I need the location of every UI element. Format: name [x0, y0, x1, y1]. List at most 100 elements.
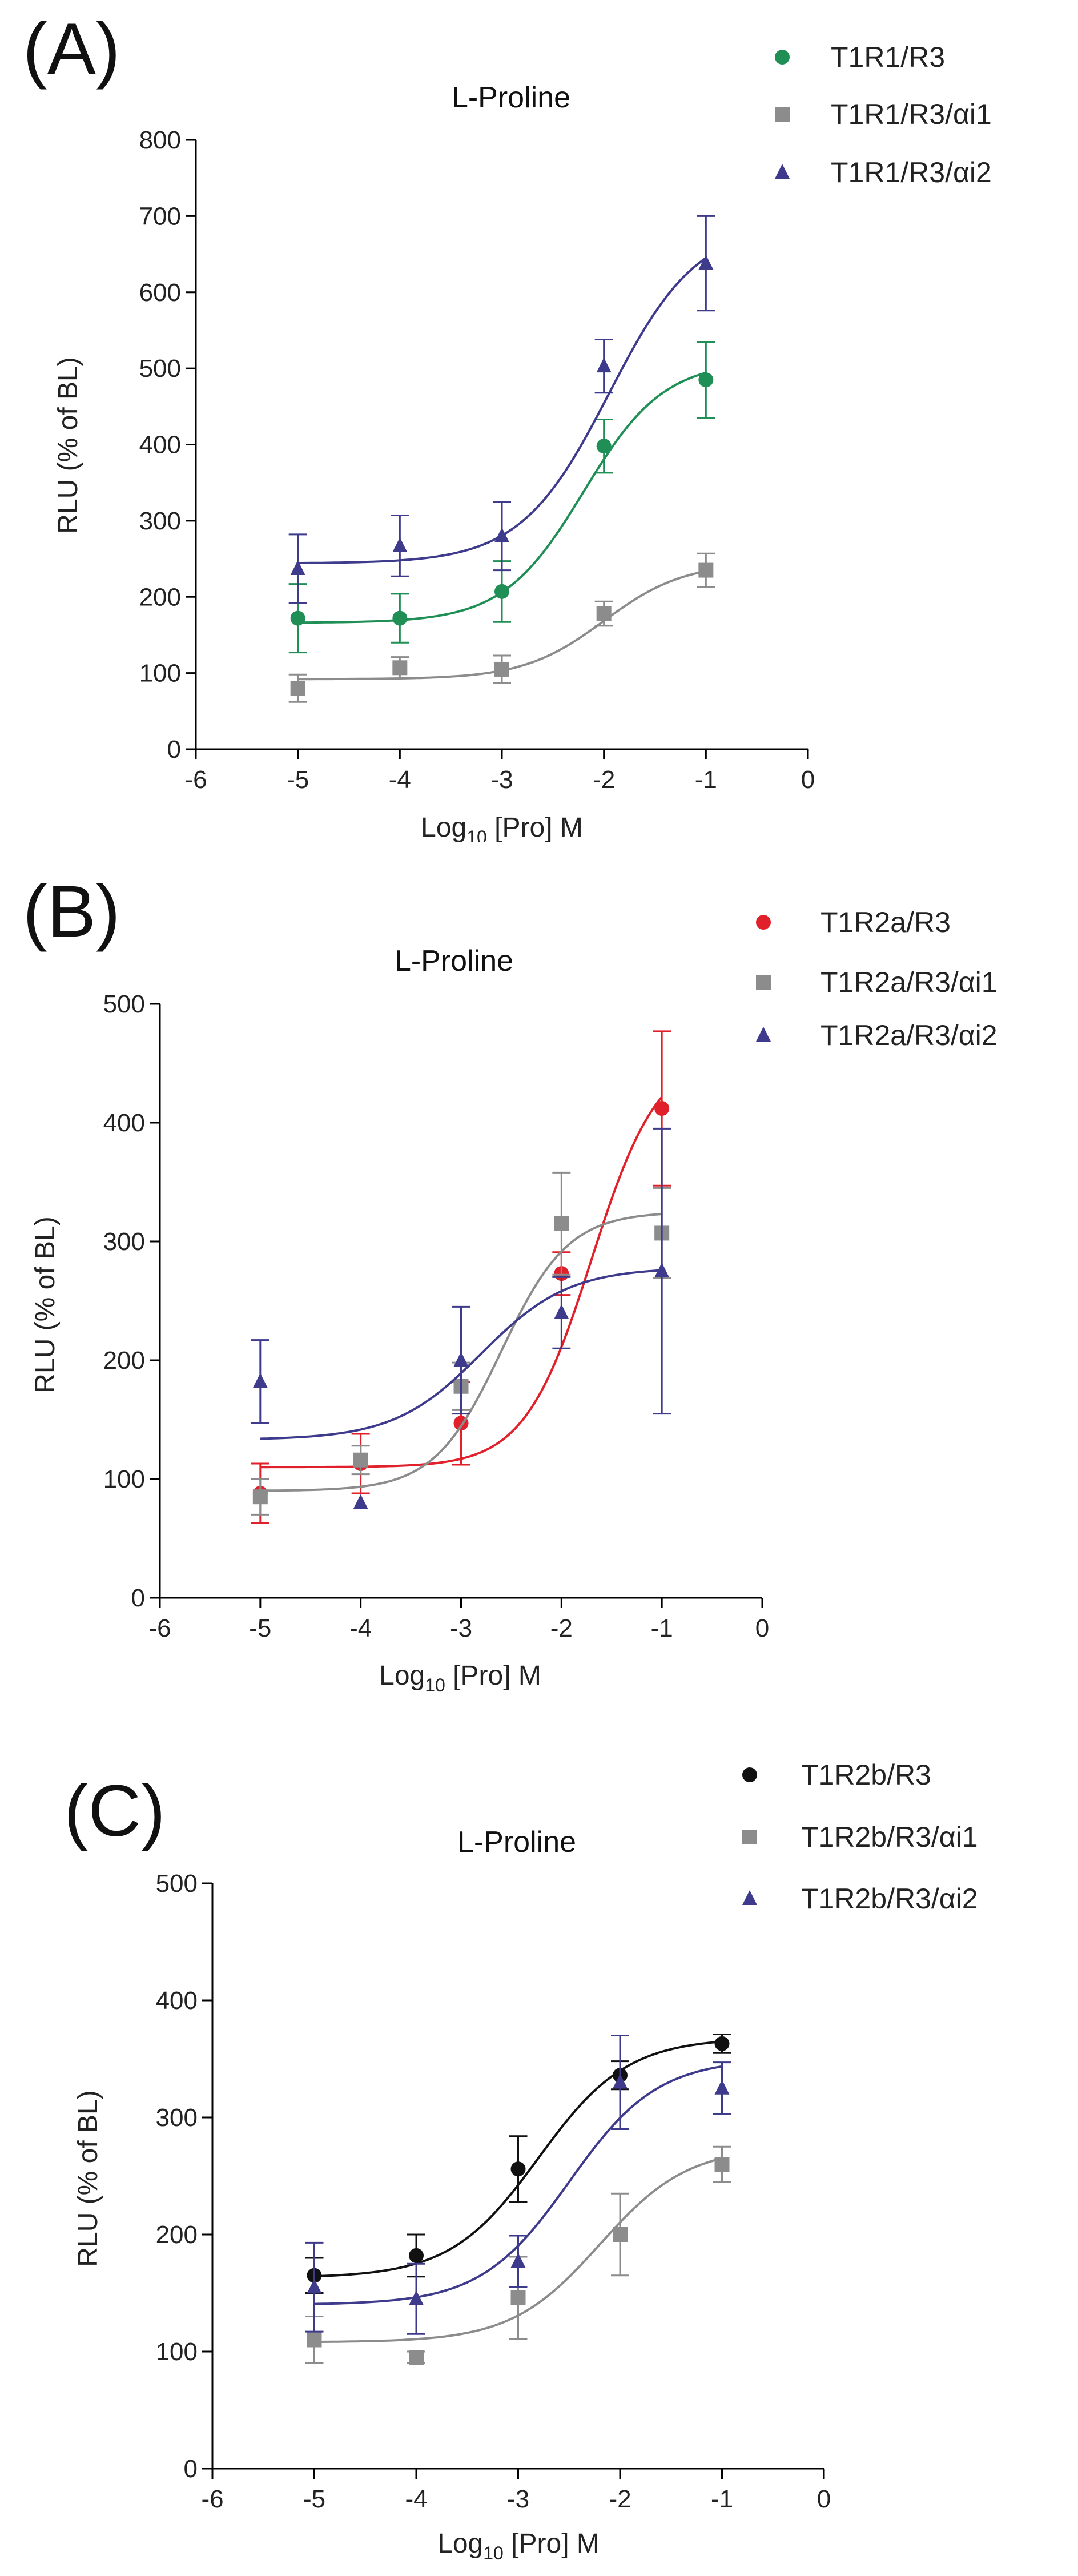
data-point — [353, 1494, 368, 1509]
y-tick-label: 0 — [184, 2455, 198, 2483]
y-tick-label: 700 — [139, 202, 181, 230]
x-tick-label: -1 — [651, 1614, 673, 1642]
data-point — [290, 610, 305, 626]
x-axis-label-subscript: 10 — [466, 827, 487, 842]
y-tick-label: 800 — [139, 126, 181, 154]
x-axis-label-subscript: 10 — [425, 1675, 445, 1695]
data-point — [494, 527, 509, 542]
y-tick-label: 100 — [139, 660, 181, 688]
data-point — [409, 2290, 424, 2305]
legend-label: T1R1/R3 — [831, 41, 945, 73]
y-tick-label: 600 — [139, 279, 181, 307]
y-tick-label: 400 — [156, 1987, 198, 2015]
x-tick-label: -1 — [711, 2485, 733, 2513]
x-tick-label: 0 — [755, 1614, 769, 1642]
x-axis-label-prefix: Log — [379, 1661, 425, 1691]
y-tick-label: 200 — [103, 1347, 145, 1375]
y-tick-label: 500 — [156, 1870, 198, 1898]
data-point — [714, 2157, 730, 2172]
data-point — [613, 2227, 628, 2242]
x-axis-label-subscript: 10 — [483, 2543, 504, 2563]
data-point — [252, 1373, 268, 1388]
legend-label: T1R2b/R3/αi1 — [801, 1821, 978, 1853]
data-point — [307, 2278, 322, 2294]
data-point — [654, 1101, 670, 1116]
data-point — [409, 2248, 424, 2263]
panel-c: (C) L-Proline 0 100 200 300 400 500 -6 -5 -4 -3 -2 -1… — [0, 1710, 1078, 2576]
x-tick-label: -3 — [490, 766, 513, 794]
data-point — [698, 255, 714, 270]
x-axis-label-suffix: [Pro] M — [487, 813, 583, 842]
legend-marker — [742, 1890, 757, 1906]
chart-title: L-Proline — [452, 81, 570, 114]
chart-title: L-Proline — [457, 1826, 576, 1859]
data-point — [453, 1352, 469, 1367]
data-point — [698, 562, 714, 578]
y-tick-label: 300 — [139, 507, 181, 535]
data-point — [596, 439, 612, 454]
data-point — [392, 537, 408, 552]
x-tick-label: -5 — [287, 766, 309, 794]
legend-label: T1R2a/R3/αi2 — [820, 1019, 997, 1051]
y-tick-label: 200 — [139, 583, 181, 611]
x-axis-label-prefix: Log — [421, 813, 466, 842]
x-tick-label: 0 — [817, 2485, 831, 2513]
data-point — [353, 1452, 368, 1468]
panel-label: (A) — [23, 9, 120, 90]
x-axis-label-prefix: Log — [437, 2529, 483, 2559]
legend-label: T1R2a/R3 — [820, 906, 951, 938]
panel-label: (B) — [23, 871, 120, 953]
x-tick-label: -3 — [507, 2485, 529, 2513]
y-axis-label: RLU (% of BL) — [30, 1216, 61, 1393]
data-point — [409, 2350, 424, 2365]
x-tick-label: -2 — [609, 2485, 631, 2513]
x-tick-label: -2 — [593, 766, 615, 794]
x-tick-label: -4 — [389, 766, 411, 794]
data-point — [596, 606, 612, 621]
y-tick-label: 300 — [103, 1228, 145, 1256]
y-tick-label: 500 — [139, 355, 181, 383]
x-tick-label: -5 — [249, 1614, 271, 1642]
y-tick-label: 100 — [156, 2338, 198, 2366]
x-axis-label-suffix: [Pro] M — [504, 2529, 600, 2559]
legend-label: T1R2b/R3 — [801, 1759, 931, 1791]
series-3 — [305, 2035, 731, 2335]
data-point — [252, 1489, 268, 1505]
data-point — [654, 1263, 670, 1278]
legend-marker — [775, 50, 790, 65]
y-tick-label: 100 — [103, 1465, 145, 1493]
data-point — [494, 661, 509, 677]
y-tick-label: 400 — [103, 1109, 145, 1137]
x-tick-label: -6 — [201, 2485, 223, 2513]
x-tick-label: -1 — [695, 766, 717, 794]
data-point — [510, 2253, 526, 2268]
series-3 — [251, 1127, 671, 1509]
x-tick-label: -6 — [148, 1614, 171, 1642]
x-axis-label: Log10 [Pro] M — [437, 2529, 600, 2563]
data-point — [510, 2161, 526, 2177]
x-tick-label: -6 — [184, 766, 207, 794]
data-point — [554, 1304, 569, 1319]
chart-panel-a: (A) L-Proline 0 100 200 300 400 500 600 700 800 -6 -… — [23, 9, 992, 842]
legend-label: T1R1/R3/αi1 — [831, 98, 992, 130]
chart-title: L-Proline — [395, 945, 513, 978]
data-point — [392, 660, 408, 676]
x-tick-label: -4 — [349, 1614, 372, 1642]
legend-marker — [756, 975, 771, 990]
y-axis-label: RLU (% of BL) — [53, 357, 83, 533]
y-tick-label: 0 — [131, 1584, 145, 1612]
legend-label: T1R1/R3/αi2 — [831, 156, 992, 188]
legend-marker — [775, 107, 790, 122]
x-tick-label: 0 — [801, 766, 815, 794]
legend-marker — [756, 915, 771, 930]
legend-marker — [775, 164, 790, 179]
fit-curve — [260, 1213, 662, 1492]
x-tick-label: -2 — [550, 1614, 573, 1642]
x-tick-label: -4 — [405, 2485, 427, 2513]
y-tick-label: 400 — [139, 431, 181, 459]
x-tick-label: -3 — [450, 1614, 472, 1642]
data-point — [494, 584, 509, 599]
data-point — [554, 1216, 569, 1231]
